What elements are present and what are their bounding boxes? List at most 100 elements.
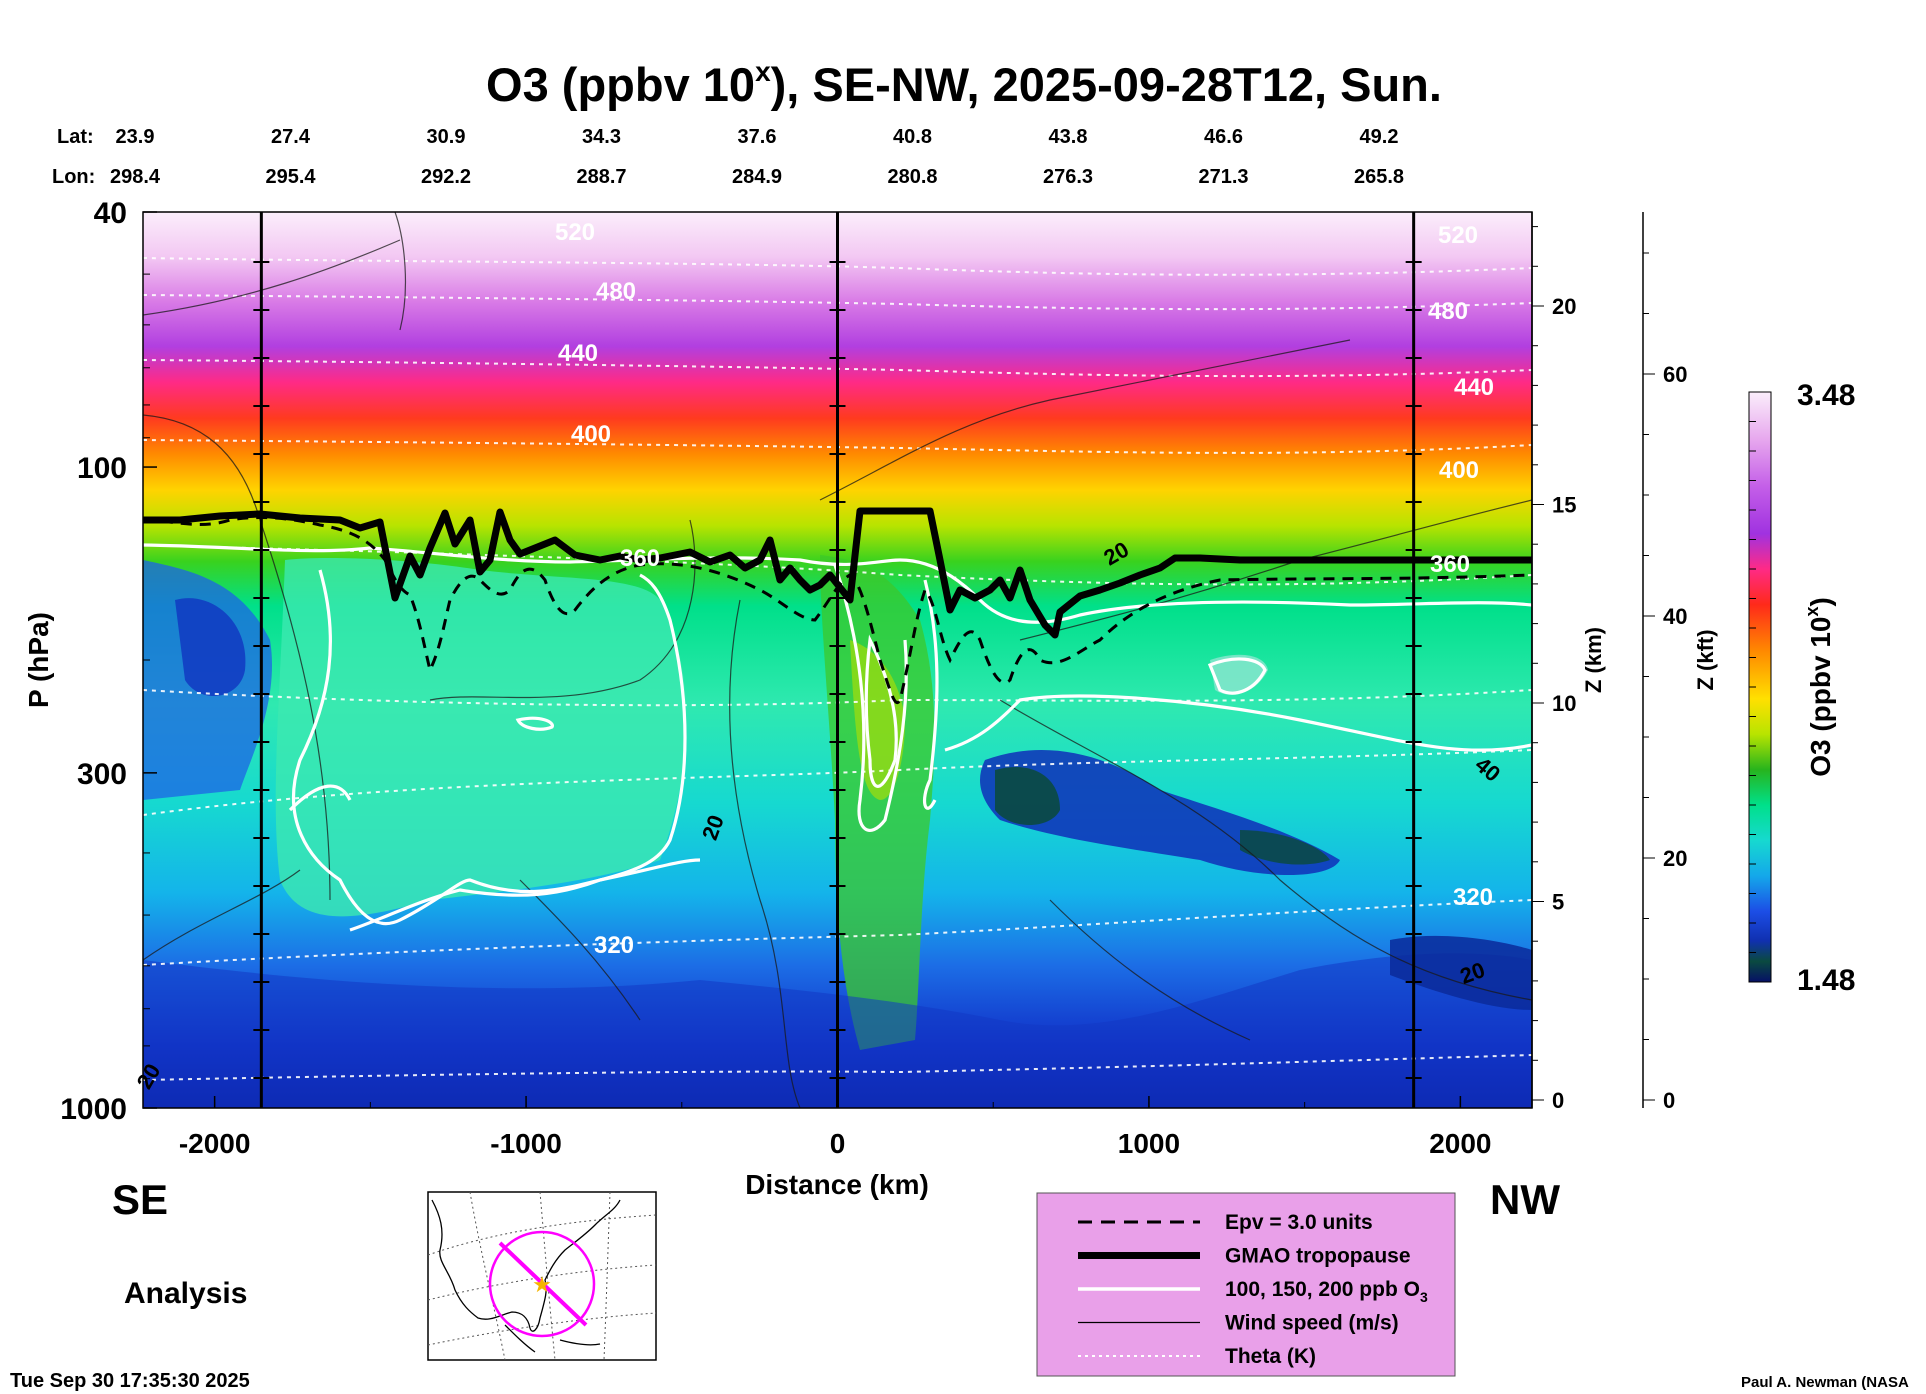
lat-value: 43.8 [1049, 126, 1088, 148]
ozone-contour-lower-se [349, 858, 701, 932]
theta-line-310 [143, 899, 1532, 966]
lat-value: 40.8 [893, 126, 932, 148]
lat-value: 46.6 [1204, 126, 1243, 148]
colorbar-min-label: 1.48 [1797, 964, 1855, 997]
z-kft-tick-label: 0 [1663, 1088, 1675, 1113]
wind-contour [394, 212, 407, 331]
y-axis-label: P (hPa) [23, 612, 54, 708]
lat-lon-tick-labels: 23.9 27.4 30.9 34.3 37.6 40.8 43.8 46.6 49.2 298.… [110, 126, 1404, 188]
legend-label-text: GMAO tropopause [1225, 1245, 1411, 1268]
ozone-ppb-contours [143, 543, 1532, 932]
colorbar-label-main: O3 (ppbv 10 [1805, 617, 1836, 777]
chart-title-rest: ), SE-NW, 2025-09-28T12, Sun. [771, 58, 1442, 111]
z-kft-tick-label: 40 [1663, 604, 1687, 629]
legend-label-text: Theta (K) [1225, 1345, 1316, 1368]
theta-label: 400 [571, 421, 611, 448]
ozone-contour-se-bubble [515, 716, 554, 731]
locator-map: ★ [427, 1191, 657, 1361]
se-direction-label: SE [112, 1176, 168, 1223]
x-tick-label: -2000 [179, 1128, 251, 1159]
colorbar-ticks [1749, 391, 1756, 983]
lon-value: 298.4 [110, 166, 161, 188]
wind-contour [143, 414, 331, 901]
low-ozone-nw-lower [1390, 935, 1532, 1010]
y-tick-label: 1000 [60, 1093, 127, 1126]
map-frame [427, 1191, 657, 1361]
chart-title-main: O3 (ppbv 10 [486, 58, 755, 111]
z-km-tick-label: 20 [1552, 294, 1576, 319]
lon-value: 276.3 [1043, 166, 1093, 188]
lat-row-label: Lat: [57, 126, 94, 148]
wind-contour [1049, 899, 1251, 1041]
legend-label: Epv = 3.0 units [1225, 1211, 1373, 1234]
wind-contour [819, 339, 1351, 501]
lon-row-label: Lon: [52, 166, 95, 188]
y-tick-label: 300 [77, 758, 127, 791]
low-ozone-core-nw-2 [1240, 830, 1330, 865]
theta-line-520 [143, 257, 1532, 276]
lat-value: 23.9 [116, 126, 155, 148]
analysis-label: Analysis [124, 1277, 247, 1310]
lon-value: 284.9 [732, 166, 782, 188]
z-kft-axis-label: Z (kft) [1693, 629, 1718, 690]
theta-isentropes [143, 257, 1532, 1081]
theta-label: 360 [620, 545, 660, 572]
map-section-line [498, 1241, 588, 1327]
lon-value: 292.2 [421, 166, 471, 188]
lon-value: 295.4 [265, 166, 316, 188]
theta-label: 320 [594, 932, 634, 959]
theta-label: 440 [558, 340, 598, 367]
theta-line-400 [143, 439, 1532, 454]
theta-label: 480 [596, 278, 636, 305]
x-tick-label: -1000 [490, 1128, 562, 1159]
theta-labels: 520 520 480 480 440 440 400 400 360 360 320 320 [555, 219, 1494, 959]
lat-value: 49.2 [1360, 126, 1399, 148]
low-ozone-core-nw [995, 766, 1060, 825]
x-tick-label: 0 [830, 1128, 846, 1159]
low-ozone-core-se [175, 598, 246, 697]
z-kft-axis: 0 20 40 60 [1642, 212, 1687, 1113]
theta-line-440 [143, 359, 1532, 378]
lon-value: 280.8 [887, 166, 937, 188]
wind-contour [143, 869, 301, 961]
z-km-tick-label: 0 [1552, 1088, 1564, 1113]
legend-label: Theta (K) [1225, 1345, 1316, 1368]
theta-label: 480 [1428, 298, 1468, 325]
ozone-contour-mid-se [291, 569, 687, 926]
ozone-contour-nw-bubble [1207, 657, 1267, 695]
y-tick-label: 40 [94, 197, 127, 230]
chart-title: O3 (ppbv 10x), SE-NW, 2025-09-28T12, Sun… [486, 56, 1442, 111]
section-marker-lines [253, 212, 1422, 1108]
colorbar-max-label: 3.48 [1797, 379, 1855, 412]
theta-line-320 [143, 749, 1532, 816]
lon-value: 271.3 [1198, 166, 1248, 188]
legend-label: GMAO tropopause [1225, 1245, 1411, 1268]
ozone-contour-intrusion-2 [864, 634, 898, 788]
theta-line-480 [143, 294, 1532, 311]
x-tick-label: 1000 [1118, 1128, 1180, 1159]
colorbar-label-rest: ) [1805, 597, 1836, 606]
y-tick-label: 100 [77, 452, 127, 485]
legend-label: 100, 150, 200 ppb O3 [1225, 1278, 1428, 1305]
chart-title-superscript: x [755, 56, 771, 87]
legend-label-subscript: 3 [1420, 1289, 1428, 1305]
theta-line-360 [143, 544, 1532, 586]
z-kft-tick-label: 20 [1663, 846, 1687, 871]
lat-value: 30.9 [427, 126, 466, 148]
lat-value: 37.6 [738, 126, 777, 148]
theta-label: 440 [1454, 374, 1494, 401]
z-kft-tick-label: 60 [1663, 362, 1687, 387]
timestamp: Tue Sep 30 17:35:30 2025 [10, 1370, 250, 1392]
x-tick-label: 2000 [1429, 1128, 1491, 1159]
theta-label: 360 [1430, 551, 1470, 578]
gmao-tropopause-line [143, 507, 1532, 639]
legend-items: Epv = 3.0 units GMAO tropopause 100, 150, … [1078, 1211, 1428, 1368]
theta-line-340 [143, 689, 1532, 707]
theta-label: 520 [555, 219, 595, 246]
theta-label: 320 [1453, 884, 1493, 911]
z-km-axis-label: Z (km) [1581, 627, 1606, 693]
map-center-star-icon: ★ [532, 1273, 552, 1298]
legend-label: Wind speed (m/s) [1225, 1312, 1399, 1335]
z-km-axis: 0 5 10 15 20 [1531, 212, 1576, 1113]
